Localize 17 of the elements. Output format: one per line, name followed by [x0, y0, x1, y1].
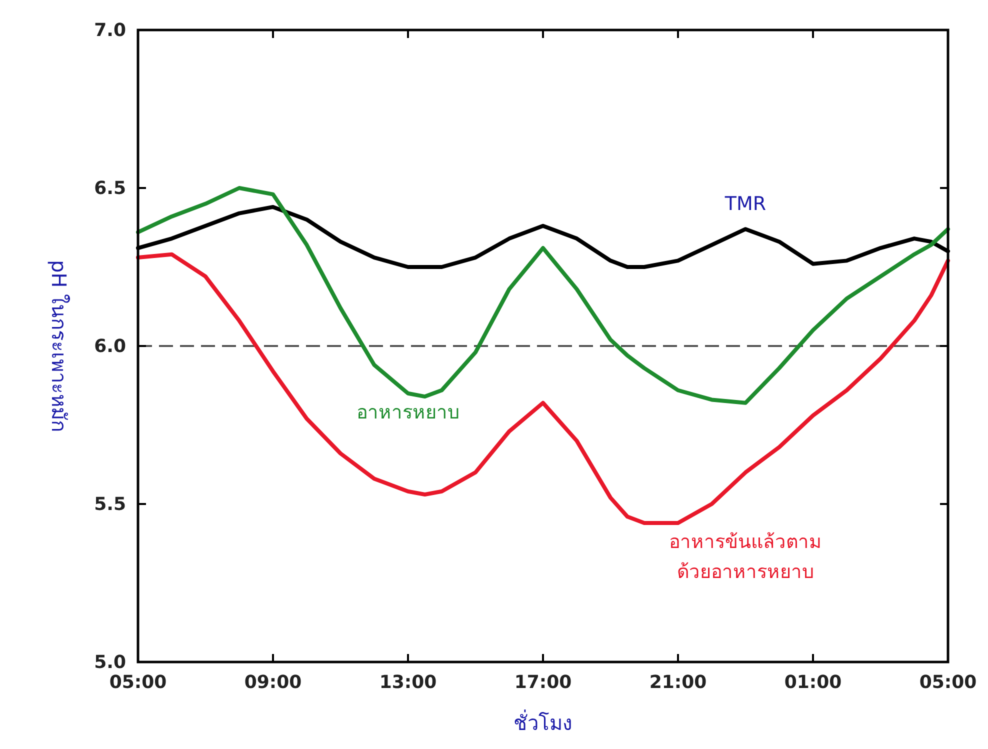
- y-tick-label: 6.0: [94, 336, 126, 357]
- x-tick-label: 05:00: [109, 672, 167, 693]
- x-tick-label: 01:00: [784, 672, 842, 693]
- x-tick-label: 05:00: [919, 672, 977, 693]
- y-tick-label: 5.5: [94, 494, 126, 515]
- y-tick-label: 6.5: [94, 178, 126, 199]
- y-tick-label: 5.0: [94, 652, 126, 673]
- series-label: TMR: [724, 193, 766, 216]
- y-axis-title: pH ในกระเพาะหมัก: [47, 260, 71, 432]
- series-label: อาหารหยาบ: [356, 402, 460, 424]
- x-tick-label: 13:00: [379, 672, 437, 693]
- series-label: อาหารข้นแล้วตาม ด้วยอาหารหยาบ: [669, 531, 822, 584]
- x-tick-label: 17:00: [514, 672, 572, 693]
- x-tick-label: 09:00: [244, 672, 302, 693]
- y-tick-label: 7.0: [94, 20, 126, 41]
- x-tick-label: 21:00: [649, 672, 707, 693]
- x-axis-title: ชั่วโมง: [514, 709, 572, 735]
